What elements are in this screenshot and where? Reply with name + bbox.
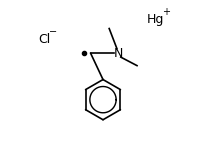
Text: Hg: Hg <box>146 13 164 26</box>
Text: N: N <box>114 47 123 60</box>
Text: Cl: Cl <box>38 33 50 46</box>
Text: −: − <box>49 27 57 37</box>
Text: +: + <box>162 7 170 17</box>
